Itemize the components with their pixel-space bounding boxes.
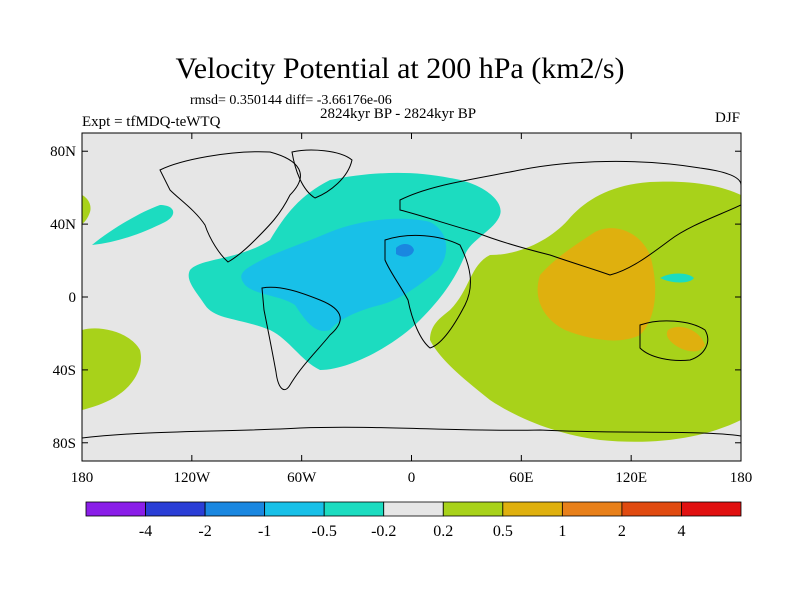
stats-text: rmsd= 0.350144 diff= -3.66176e-06 [190, 93, 392, 108]
colorbar-swatch [502, 501, 563, 517]
positive-region-southwest [82, 328, 141, 410]
coast-greenland [291, 149, 353, 199]
colorbar-swatch [145, 501, 206, 517]
x-tick-label: 60E [509, 470, 533, 486]
coastlines [82, 149, 741, 439]
colorbar-label: -1 [258, 523, 271, 540]
colorbar-swatch [204, 501, 266, 517]
colorbar-swatch [323, 501, 385, 517]
coast-antarctica [82, 426, 741, 439]
colorbar-swatch [383, 501, 444, 517]
colorbar-label: -0.5 [312, 523, 337, 540]
negative-patch-pacific [660, 273, 694, 283]
colorbar-swatch [681, 501, 742, 517]
contour-fills [82, 172, 741, 442]
experiment-label: Expt = tfMDQ-teWTQ [82, 114, 221, 130]
y-tick-label: 40S [53, 363, 76, 379]
negative-patch-pacific-north [92, 205, 174, 245]
positive-patch-northwest [82, 195, 91, 224]
colorbar: -4 -2 -1 -0.5 -0.2 0.2 0.5 1 2 4 [85, 501, 742, 540]
negative-core-west [241, 218, 447, 331]
negative-center-west [396, 244, 414, 257]
axis-ticks: 180 120W 60W 0 60E 120E 180 80N 40N 0 40S 80S [50, 133, 752, 486]
colorbar-swatch [85, 501, 146, 517]
x-tick-label: 0 [408, 470, 416, 486]
colorbar-label: 2 [618, 523, 626, 540]
x-tick-label: 180 [71, 470, 94, 486]
colorbar-swatch [264, 501, 325, 517]
y-tick-label: 80N [50, 144, 76, 160]
coast-north-america [159, 151, 301, 263]
coast-south-america [261, 286, 341, 390]
period-label: 2824kyr BP - 2824kyr BP [320, 106, 477, 122]
coast-australia [639, 320, 709, 361]
chart-title: Velocity Potential at 200 hPa (km2/s) [175, 52, 625, 85]
coast-africa [384, 235, 471, 349]
season-label: DJF [714, 110, 740, 126]
colorbar-label: -0.2 [371, 523, 396, 540]
positive-core-east [537, 228, 656, 341]
y-tick-label: 0 [69, 290, 77, 306]
colorbar-swatch [561, 501, 623, 517]
colorbar-label: 0.5 [493, 523, 513, 540]
positive-core-australia [666, 326, 705, 352]
x-tick-label: 120W [173, 470, 211, 486]
x-tick-label: 180 [730, 470, 753, 486]
x-tick-label: 60W [287, 470, 317, 486]
colorbar-label: -4 [139, 523, 152, 540]
map-plot-area: 180 120W 60W 0 60E 120E 180 80N 40N 0 40S 80S [50, 132, 752, 486]
colorbar-swatch [442, 501, 504, 517]
colorbar-swatch [621, 501, 682, 517]
x-tick-label: 120E [615, 470, 647, 486]
y-tick-label: 40N [50, 217, 76, 233]
coast-eurasia [399, 160, 741, 276]
colorbar-label: 1 [558, 523, 566, 540]
colorbar-label: 4 [677, 523, 685, 540]
colorbar-label: 0.2 [433, 523, 453, 540]
y-tick-label: 80S [53, 436, 76, 452]
colorbar-label: -2 [198, 523, 211, 540]
